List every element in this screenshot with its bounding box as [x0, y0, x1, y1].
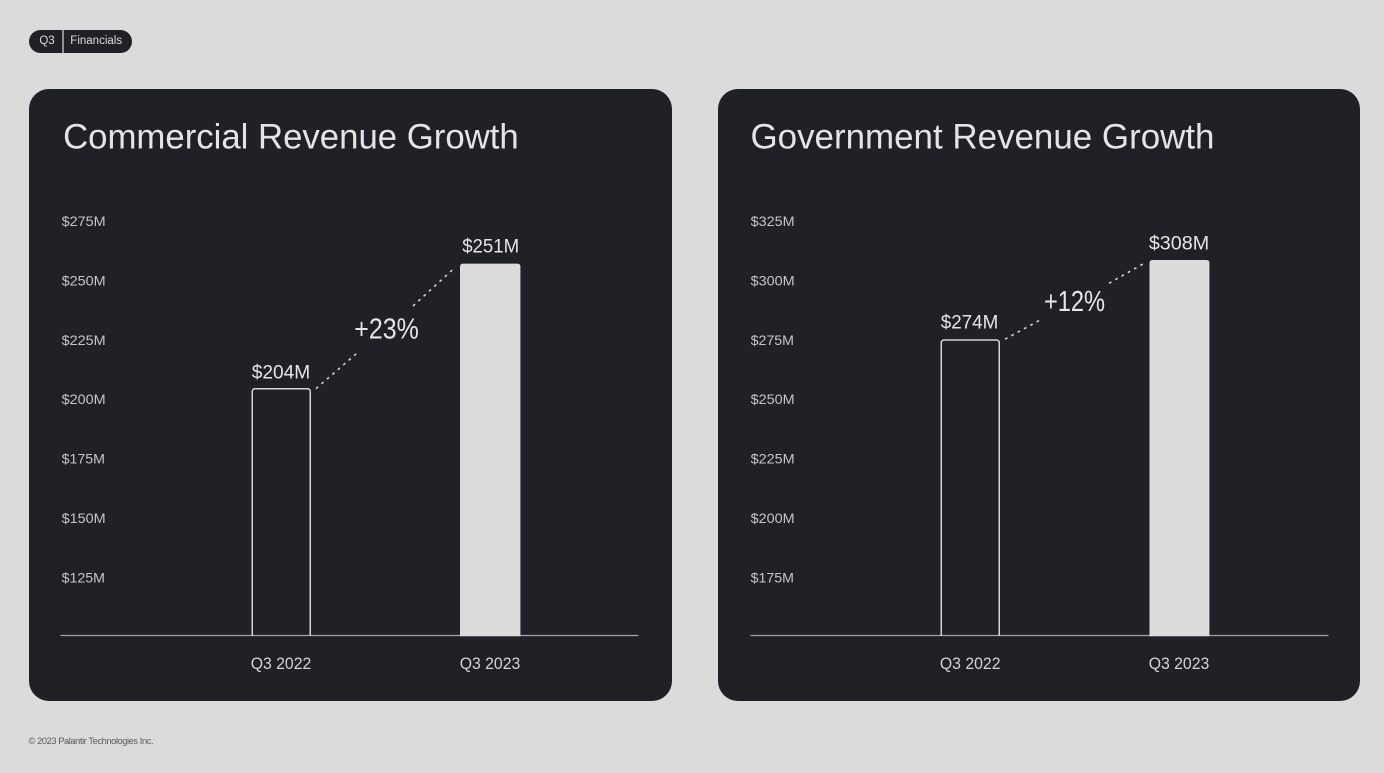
svg-text:$250M: $250M: [750, 392, 794, 407]
svg-text:$225M: $225M: [62, 333, 106, 348]
svg-text:Q3 2022: Q3 2022: [939, 654, 1000, 673]
svg-text:$325M: $325M: [750, 214, 794, 229]
svg-text:$274M: $274M: [940, 312, 998, 334]
svg-text:$150M: $150M: [62, 511, 106, 526]
svg-text:$175M: $175M: [750, 570, 793, 585]
svg-text:+12%: +12%: [1043, 286, 1104, 318]
svg-text:Q3 2023: Q3 2023: [1148, 654, 1209, 673]
svg-text:Government Revenue Growth: Government Revenue Growth: [750, 116, 1214, 156]
svg-text:$225M: $225M: [750, 452, 794, 467]
svg-text:Q3 2022: Q3 2022: [251, 654, 312, 673]
svg-text:$308M: $308M: [1148, 233, 1208, 255]
svg-text:+23%: +23%: [354, 313, 419, 345]
svg-text:$300M: $300M: [750, 273, 794, 288]
svg-text:Commercial Revenue Growth: Commercial Revenue Growth: [63, 116, 519, 156]
svg-text:$275M: $275M: [62, 214, 106, 229]
svg-text:Q3 2023: Q3 2023: [460, 654, 521, 673]
svg-text:$125M: $125M: [62, 570, 105, 585]
svg-text:$200M: $200M: [62, 392, 106, 407]
svg-text:$204M: $204M: [252, 362, 311, 384]
svg-text:$275M: $275M: [750, 333, 793, 348]
svg-text:$175M: $175M: [62, 452, 105, 467]
svg-text:$250M: $250M: [62, 273, 106, 288]
svg-text:$251M: $251M: [462, 236, 519, 258]
svg-text:$200M: $200M: [750, 511, 794, 526]
